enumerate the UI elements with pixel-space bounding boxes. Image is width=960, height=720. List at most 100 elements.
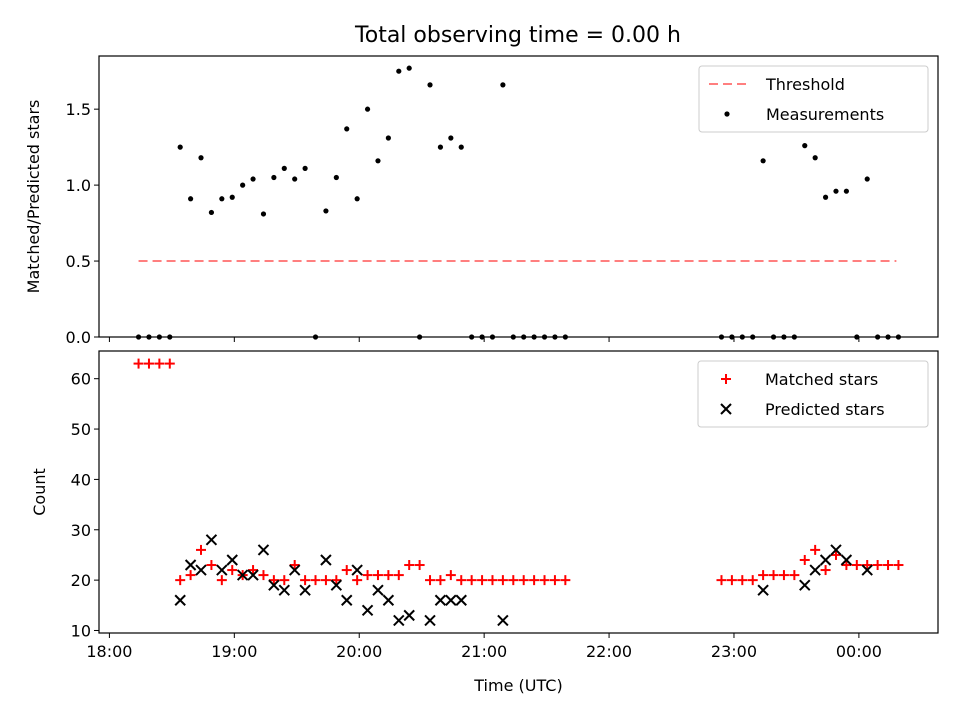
matched-star-marker — [830, 549, 841, 560]
predicted-star-marker — [320, 554, 332, 566]
predicted-star-marker — [278, 584, 290, 596]
y-tick-label: 40 — [71, 470, 91, 489]
matched-star-marker — [810, 544, 821, 555]
y-tick-label: 0.0 — [66, 328, 91, 347]
matched-star-marker — [789, 570, 800, 581]
predicted-star-marker — [257, 544, 270, 556]
predicted-star-marker — [361, 604, 374, 617]
matched-star-marker — [196, 544, 207, 555]
matched-star-marker — [383, 570, 394, 581]
legend-box — [698, 65, 929, 133]
predicted-star-marker — [434, 594, 447, 606]
legend: Threshold Measurements — [698, 65, 929, 133]
legend-label: Predicted stars — [765, 400, 885, 419]
legend-label: Measurements — [766, 105, 884, 124]
measurement-point — [333, 174, 339, 181]
measurement-point — [229, 194, 235, 200]
matched-star-marker — [435, 575, 446, 586]
measurement-point — [292, 176, 298, 182]
predicted-star-marker — [809, 564, 821, 576]
measurement-point — [458, 144, 464, 150]
measurement-point — [406, 65, 412, 71]
matched-star-marker — [404, 560, 415, 571]
measurement-point — [500, 82, 506, 88]
predicted-star-marker — [184, 559, 197, 571]
matched-star-marker — [279, 575, 290, 586]
matched-star-marker — [227, 565, 238, 576]
matched-star-marker — [726, 575, 737, 586]
matched-star-marker — [716, 575, 727, 586]
matched-star-marker — [133, 358, 144, 369]
matched-star-marker — [143, 358, 154, 369]
matched-star-marker — [768, 570, 779, 581]
measurement-point — [802, 143, 808, 149]
matched-star-marker — [841, 560, 852, 571]
predicted-star-marker — [372, 584, 384, 596]
measurement-point — [188, 196, 194, 202]
matched-star-marker — [549, 575, 560, 586]
matched-star-marker — [518, 575, 529, 586]
matched-star-marker — [883, 560, 894, 571]
measurement-point — [260, 211, 267, 217]
measurement-point — [760, 158, 766, 164]
predicted-star-marker — [288, 564, 301, 576]
predicted-star-marker — [195, 564, 207, 576]
predicted-star-marker — [174, 594, 186, 606]
predicted-star-marker — [236, 569, 249, 581]
matched-star-marker — [341, 565, 352, 576]
matched-star-marker — [331, 575, 342, 586]
matched-star-marker — [445, 570, 456, 581]
legend: Matched stars Predicted stars — [697, 360, 929, 428]
measurement-point — [344, 126, 350, 132]
matched-star-marker — [529, 575, 540, 586]
matched-star-marker — [508, 575, 519, 586]
measurement-point — [833, 188, 839, 194]
predicted-star-marker — [382, 594, 395, 606]
legend-label: Threshold — [765, 75, 845, 94]
measurement-point — [375, 158, 381, 164]
y-tick-label: 20 — [71, 571, 91, 590]
predicted-star-marker — [830, 544, 842, 556]
matched-star-marker — [372, 570, 383, 581]
y-axis-label: Count — [30, 468, 49, 516]
matched-star-marker — [539, 575, 550, 586]
predicted-star-marker — [799, 579, 811, 591]
y-axis-label: Matched/Predicted stars — [24, 100, 43, 294]
matched-star-marker — [477, 575, 488, 586]
matched-star-marker — [893, 560, 904, 571]
predicted-star-marker — [351, 564, 363, 576]
measurement-point — [385, 135, 391, 141]
axes-frame — [98, 55, 939, 338]
measurement-point — [302, 165, 308, 171]
matched-star-marker — [320, 575, 331, 586]
matched-star-marker — [758, 570, 769, 581]
predicted-star-marker — [497, 614, 509, 627]
measurement-point — [250, 176, 256, 182]
y-tick-label: 1.5 — [66, 100, 91, 119]
predicted-star-marker — [226, 554, 238, 566]
matched-star-marker — [362, 570, 373, 581]
measurement-point — [437, 144, 444, 150]
predicted-star-marker — [840, 554, 853, 566]
y-tick-label: 10 — [71, 621, 91, 640]
legend-predicted-swatch — [720, 403, 732, 415]
top-panel: 0.0 0.5 1.0 1.5 Matched/Predicted stars Thres… — [24, 55, 939, 347]
chart-title: Total observing time = 0.00 h — [354, 23, 681, 48]
measurement-point — [354, 196, 360, 202]
matched-star-marker — [425, 575, 436, 586]
predicted-star-marker — [330, 579, 343, 591]
matched-star-marker — [216, 575, 227, 586]
x-tick-label: 20:00 — [336, 642, 382, 661]
y-tick-label: 0.5 — [66, 252, 91, 271]
matched-star-marker — [466, 575, 477, 586]
bottom-panel: 18:00 19:00 20:00 21:00 22:00 23:00 00:00 10 20 3… — [30, 350, 939, 695]
matched-star-marker — [289, 560, 300, 571]
measurement-point — [364, 106, 371, 112]
matched-star-marker — [310, 575, 321, 586]
legend-matched-swatch — [721, 374, 731, 384]
predicted-star-marker — [205, 534, 218, 546]
matched-star-marker — [300, 575, 311, 586]
measurement-point — [271, 174, 277, 181]
x-tick-label: 23:00 — [711, 642, 757, 661]
matched-star-marker — [820, 565, 831, 576]
